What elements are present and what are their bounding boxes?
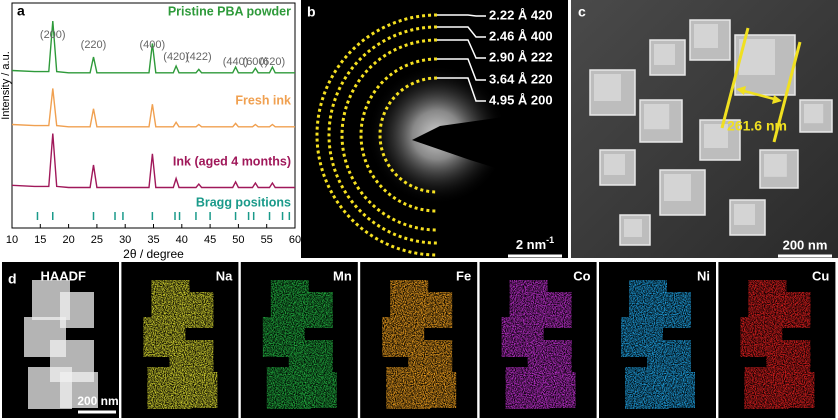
x-tick-label: 55 [261, 234, 273, 246]
map-blob [621, 280, 695, 409]
peak-label: (600) [243, 56, 269, 68]
cube-face [654, 44, 675, 65]
map-blob [143, 280, 218, 409]
diffraction-ring [327, 25, 438, 245]
map-blob [501, 280, 576, 409]
map-blob [382, 280, 457, 409]
measure-line [772, 41, 802, 143]
map-label: Na [216, 268, 233, 283]
map-label: Co [573, 268, 590, 283]
map-cube [776, 372, 815, 408]
ring-leader [437, 77, 486, 102]
y-axis-label: Intensity / a.u. [0, 51, 12, 119]
panel-letter: c [578, 4, 586, 20]
peak-label: (422) [186, 51, 212, 63]
arrow-head [736, 86, 746, 95]
cube-face [734, 204, 755, 225]
diffraction-ring [378, 76, 438, 194]
cube-face [764, 154, 787, 177]
map-cube [657, 372, 695, 408]
ring-leader [437, 58, 486, 81]
cube-face [604, 154, 625, 175]
measure-line [720, 27, 750, 129]
panel-letter: a [17, 3, 25, 19]
scale-bar-label: 200 nm [783, 237, 828, 252]
beam-stopper [412, 108, 568, 190]
arrow-head [772, 95, 782, 104]
x-tick-label: 40 [176, 234, 188, 246]
x-tick-label: 15 [34, 234, 46, 246]
x-tick-label: 25 [91, 234, 103, 246]
peak-label: (220) [81, 39, 107, 51]
cube-face [624, 219, 642, 237]
ring-leader [437, 39, 486, 59]
ring-label: 2.46 Å 400 [489, 28, 553, 43]
ring-leader [437, 26, 486, 38]
peak-label: (620) [260, 56, 286, 68]
map-label: Fe [456, 268, 471, 283]
peak-label: (400) [140, 39, 166, 51]
map-label: Cu [812, 268, 829, 283]
map-label: HAADF [41, 268, 87, 283]
series-line [11, 20, 295, 74]
map-cube [298, 372, 337, 408]
series-line [11, 88, 295, 128]
x-tick-label: 50 [232, 234, 244, 246]
cube-face [644, 104, 670, 130]
map-blob [740, 280, 815, 409]
peak-label: (200) [40, 29, 66, 41]
map-blob [24, 280, 98, 409]
series-line [11, 133, 295, 189]
x-axis-label: 2θ / degree [123, 247, 184, 261]
x-tick-label: 35 [147, 234, 159, 246]
ring-label: 2.90 Å 222 [489, 49, 553, 64]
map-label: Mn [333, 268, 352, 283]
panel-letter: d [8, 271, 17, 287]
map-cube [60, 372, 98, 408]
peak-label: (420) [163, 51, 189, 63]
map-cube [179, 372, 218, 408]
legend-label: Ink (aged 4 months) [173, 154, 291, 168]
diffraction-ring [340, 38, 438, 232]
ring-leader [437, 14, 486, 17]
diffraction-ring [315, 13, 438, 257]
legend-label: Bragg positions [196, 195, 291, 209]
panel-letter: b [307, 4, 316, 20]
cube-face [664, 174, 691, 201]
map-cube [418, 372, 457, 408]
eds-maps: HAADF Na Mn Fe Co Ni Cu d 200 nm [2, 262, 836, 418]
peak-label: (440) [223, 56, 249, 68]
x-tick-label: 10 [6, 234, 18, 246]
x-tick-label: 45 [204, 234, 216, 246]
map-cube [537, 372, 576, 408]
x-tick-label: 60 [289, 234, 301, 246]
scale-bar-label: 200 nm [77, 394, 118, 408]
scale-bar-label: 2 nm-1 [516, 235, 554, 252]
map-label: Ni [697, 268, 710, 283]
scale-bar-sup: -1 [546, 235, 554, 245]
map-blob [262, 280, 337, 409]
ring-label: 2.22 Å 420 [489, 7, 553, 22]
cube-face [594, 74, 621, 101]
ring-label: 3.64 Å 220 [489, 71, 553, 86]
x-tick-label: 20 [62, 234, 74, 246]
measurement-label: 261.6 nm [727, 118, 787, 134]
x-tick-label: 30 [119, 234, 131, 246]
cube-face [694, 24, 718, 48]
scale-bar-text: 2 nm [516, 237, 546, 252]
legend-label: Fresh ink [235, 93, 291, 107]
legend-label: Pristine PBA powder [168, 4, 291, 18]
ring-label: 4.95 Å 200 [489, 92, 553, 107]
cube-face [804, 104, 824, 124]
measure-arrow [739, 88, 779, 102]
cube-face [704, 124, 728, 148]
